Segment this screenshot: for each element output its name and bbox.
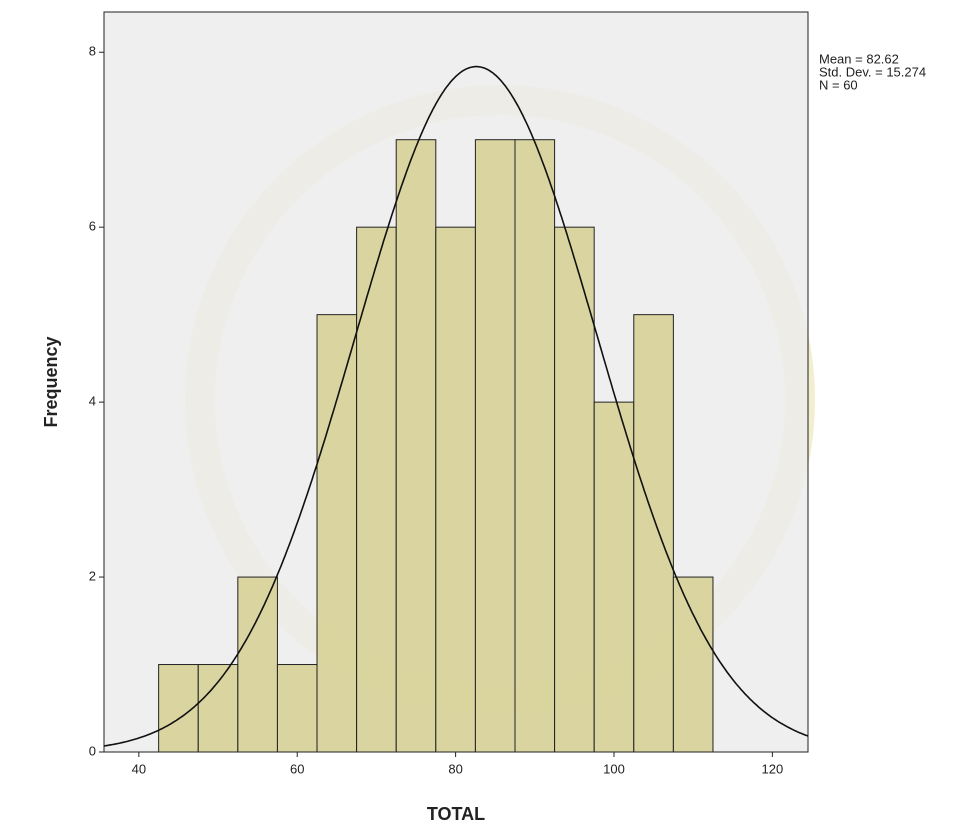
bar (276, 664, 318, 753)
x-tick-label: 120 (762, 761, 784, 776)
y-tick-label: 6 (89, 219, 96, 234)
bar (633, 314, 674, 753)
bar (237, 576, 278, 753)
y-tick-label: 2 (89, 568, 96, 583)
bar (356, 226, 397, 753)
bar (593, 401, 635, 753)
stat-label: Mean = 82.62 (819, 51, 899, 66)
x-tick-label: 80 (448, 761, 462, 776)
bar (554, 226, 595, 753)
x-axis-title: TOTAL (427, 804, 485, 824)
bar (672, 576, 714, 753)
stat-label: Std. Dev. = 15.274 (819, 64, 926, 79)
bar (435, 226, 476, 753)
bar (395, 139, 437, 753)
x-tick-label: 60 (290, 761, 304, 776)
y-tick-label: 8 (89, 44, 96, 59)
normal-curve (103, 65, 809, 747)
bar (197, 664, 239, 753)
y-axis-title: Frequency (41, 336, 61, 427)
x-tick-label: 100 (603, 761, 625, 776)
x-tick-label: 40 (132, 761, 146, 776)
stat-label: N = 60 (819, 77, 858, 92)
bar (316, 314, 358, 753)
bar (514, 139, 556, 753)
bar (474, 139, 516, 753)
y-tick-label: 0 (89, 743, 96, 758)
y-tick-label: 4 (89, 394, 96, 409)
